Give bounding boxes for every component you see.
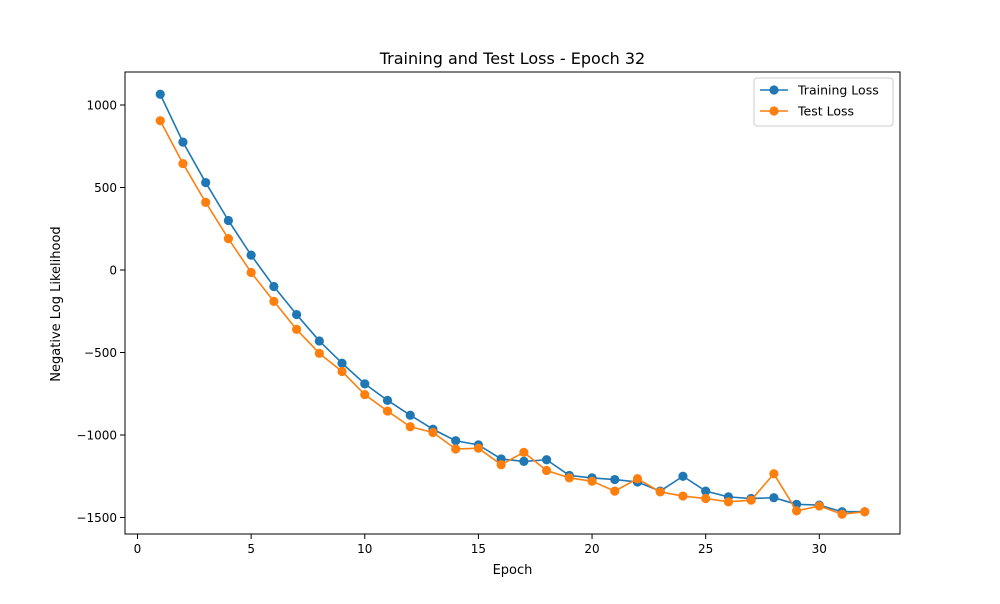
data-point [382,395,393,405]
legend-box [753,77,894,127]
data-point [201,177,211,188]
plot-area: 0 5 10 15 20 25 30 −1500 −1000 −500 0 500 1000 [76,71,901,556]
x-tick-label: 20 [584,542,599,556]
data-point [746,495,756,505]
data-point [701,486,711,496]
data-point [360,389,370,400]
data-point [632,474,643,484]
data-point [541,455,552,465]
data-point [178,158,188,169]
data-point [610,486,620,496]
data-point [769,469,779,479]
legend-item: Training Loss [760,83,879,98]
series-test-loss [155,116,870,519]
data-point [451,436,461,446]
data-point [860,507,870,517]
x-tick-label: 0 [134,542,142,556]
data-point [155,89,165,99]
x-tick-label: 10 [357,542,372,556]
data-point [519,447,529,457]
legend-item: Test Loss [760,104,854,119]
data-point [360,379,370,389]
y-tick-label: −500 [84,346,117,360]
data-point [814,501,824,511]
data-point [678,471,688,481]
data-point [428,427,438,438]
data-point [791,506,802,516]
data-point [451,444,461,454]
x-tick-label: 25 [698,542,713,556]
y-tick-label: 1000 [86,99,117,113]
data-point [201,197,211,207]
data-point [610,474,620,485]
data-point [314,336,324,346]
legend: Training Loss Test Loss [753,77,894,127]
y-tick-label: 500 [94,181,117,195]
axes-frame [124,71,901,535]
legend-label: Training Loss [797,83,879,98]
data-point [723,497,734,507]
data-point [587,476,597,486]
legend-marker [769,106,779,116]
data-point [337,358,347,368]
x-tick-label: 5 [247,542,255,556]
data-point [678,491,688,501]
data-point [246,267,256,278]
data-point [223,215,234,226]
data-point [269,296,279,306]
x-axis-label: Epoch [493,563,533,578]
chart-title: Training and Test Loss - Epoch 32 [379,49,645,68]
x-tick-label: 15 [471,542,486,556]
data-point [405,422,415,432]
data-point [701,493,711,504]
y-tick-label: −1000 [76,429,117,443]
data-point [541,465,552,476]
data-point [337,366,347,377]
data-point [291,309,302,320]
data-point [655,487,665,497]
data-point [291,324,302,334]
data-point [769,493,779,503]
data-point [837,509,847,519]
data-point [564,473,574,483]
data-point [496,460,506,470]
data-point [382,406,393,416]
y-axis-label: Negative Log Likelihood [49,226,64,381]
data-point [519,456,529,466]
y-tick-label: −1500 [76,511,117,525]
legend-marker [769,85,779,95]
data-point [223,234,234,244]
data-point [473,443,484,453]
y-tick-label: 0 [109,264,117,278]
data-point [314,348,324,358]
x-tick-label: 30 [812,542,827,556]
data-point [178,137,188,147]
legend-label: Test Loss [797,104,854,119]
data-point [269,281,279,292]
data-point [405,410,415,420]
data-point [246,250,256,260]
data-point [155,116,165,126]
